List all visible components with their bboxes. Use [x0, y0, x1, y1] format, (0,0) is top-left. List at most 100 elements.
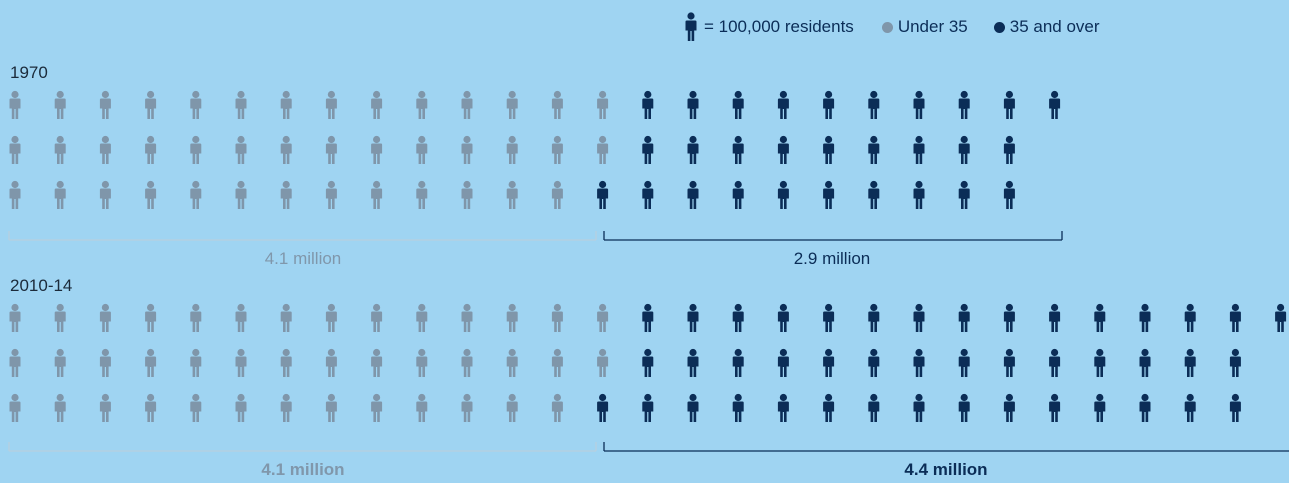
person-icon-2010-14-under-35 — [371, 393, 383, 422]
person-icon-1970-under-35 — [506, 180, 518, 209]
person-icon-2010-14-under-35 — [280, 393, 292, 422]
person-icon-1970-under-35 — [461, 180, 473, 209]
person-icon-2010-14-over-35 — [823, 393, 835, 422]
person-icon-1970-under-35 — [416, 90, 428, 119]
person-icon-1970-over-35 — [868, 135, 880, 164]
person-icon-1970-over-35 — [1003, 135, 1015, 164]
person-icon-2010-14-over-35 — [1049, 393, 1061, 422]
person-icon-2010-14-over-35 — [1094, 348, 1106, 377]
person-icon-1970-under-35 — [190, 135, 202, 164]
person-icon-2010-14-under-35 — [461, 348, 473, 377]
person-icon-2010-14-over-35 — [958, 393, 970, 422]
person-icon-2010-14-under-35 — [145, 348, 157, 377]
person-icon-1970-over-35 — [958, 135, 970, 164]
group-2010-14-under-35-total: 4.1 million — [261, 460, 345, 479]
person-icon-1970-under-35 — [551, 180, 563, 209]
person-icon-1970-under-35 — [371, 180, 383, 209]
person-icon-1970-under-35 — [280, 90, 292, 119]
person-icon-1970-under-35 — [280, 135, 292, 164]
person-icon-1970-over-35 — [732, 135, 744, 164]
person-icon-1970-under-35 — [235, 135, 247, 164]
person-icon-2010-14-under-35 — [235, 303, 247, 332]
person-icon-1970-under-35 — [235, 180, 247, 209]
person-icon-2010-14-under-35 — [280, 303, 292, 332]
person-icon-2010-14-over-35 — [913, 393, 925, 422]
person-icon-2010-14-over-35 — [958, 303, 970, 332]
person-icon-1970-over-35 — [823, 90, 835, 119]
person-icon-2010-14-under-35 — [9, 303, 21, 332]
person-icon-1970-over-35 — [642, 180, 654, 209]
person-icon-1970-over-35 — [1003, 180, 1015, 209]
person-icon-2010-14-under-35 — [190, 303, 202, 332]
group-1970-under-35-total: 4.1 million — [264, 249, 342, 268]
person-icon-2010-14-under-35 — [54, 303, 66, 332]
person-icon-1970-under-35 — [461, 135, 473, 164]
person-icon-2010-14-over-35 — [1139, 303, 1151, 332]
person-icon-2010-14-over-35 — [1003, 393, 1015, 422]
person-icon-1970-under-35 — [99, 180, 111, 209]
person-icon-2010-14-under-35 — [551, 303, 563, 332]
person-icon-2010-14-over-35 — [777, 348, 789, 377]
person-icon-2010-14-over-35 — [732, 348, 744, 377]
person-icon-1970-under-35 — [416, 135, 428, 164]
person-icon-2010-14-under-35 — [371, 303, 383, 332]
person-icon-1970-over-35 — [823, 135, 835, 164]
person-icon-1970-under-35 — [280, 180, 292, 209]
person-icon-2010-14-over-35 — [1275, 303, 1287, 332]
person-icon-2010-14-under-35 — [506, 303, 518, 332]
person-icon-1970-under-35 — [597, 90, 609, 119]
person-icon-2010-14-under-35 — [325, 303, 337, 332]
person-icon-1970-under-35 — [190, 90, 202, 119]
person-icon-2010-14-under-35 — [99, 303, 111, 332]
person-icon-1970-over-35 — [687, 135, 699, 164]
person-icon-1970-over-35 — [913, 90, 925, 119]
person-icon-2010-14-under-35 — [461, 393, 473, 422]
person-icon-1970-under-35 — [506, 135, 518, 164]
person-icon-2010-14-under-35 — [551, 393, 563, 422]
person-icon-2010-14-under-35 — [235, 348, 247, 377]
person-icon-2010-14-over-35 — [913, 348, 925, 377]
person-icon-2010-14-over-35 — [823, 348, 835, 377]
person-icon-2010-14-under-35 — [9, 393, 21, 422]
person-icon-1970-under-35 — [416, 180, 428, 209]
person-icon-1970-under-35 — [54, 90, 66, 119]
person-icon-2010-14-over-35 — [642, 348, 654, 377]
person-icon-2010-14-under-35 — [9, 348, 21, 377]
person-icon-2010-14-over-35 — [1094, 303, 1106, 332]
person-icon-1970-under-35 — [145, 135, 157, 164]
legend-over-35-dot — [993, 21, 1005, 33]
person-icon-1970-under-35 — [371, 90, 383, 119]
person-icon-1970-under-35 — [145, 180, 157, 209]
person-icon-2010-14-under-35 — [597, 348, 609, 377]
person-icon-2010-14-under-35 — [551, 348, 563, 377]
person-icon-2010-14-under-35 — [461, 303, 473, 332]
person-icon-2010-14-over-35 — [1184, 303, 1196, 332]
person-icon-2010-14-under-35 — [416, 393, 428, 422]
person-icon-2010-14-over-35 — [687, 348, 699, 377]
person-icon-2010-14-over-35 — [1139, 393, 1151, 422]
person-icon-2010-14-over-35 — [1139, 348, 1151, 377]
person-icon-1970-under-35 — [99, 90, 111, 119]
person-icon-1970-under-35 — [371, 135, 383, 164]
person-icon-1970-over-35 — [958, 90, 970, 119]
group-label-2010-14: 2010-14 — [10, 276, 73, 295]
person-icon-1970-under-35 — [9, 180, 21, 209]
person-icon-2010-14-over-35 — [1184, 348, 1196, 377]
person-icon-2010-14-over-35 — [687, 393, 699, 422]
person-icon-2010-14-under-35 — [99, 348, 111, 377]
person-icon-2010-14-over-35 — [1003, 303, 1015, 332]
person-icon-1970-over-35 — [913, 135, 925, 164]
legend-under-35-dot — [881, 21, 893, 33]
person-icon — [685, 12, 697, 41]
person-icon-2010-14-over-35 — [777, 303, 789, 332]
person-icon-2010-14-over-35 — [1229, 348, 1241, 377]
person-icon-1970-over-35 — [687, 180, 699, 209]
person-icon-2010-14-under-35 — [416, 303, 428, 332]
person-icon-2010-14-over-35 — [1229, 393, 1241, 422]
person-icon-1970-over-35 — [823, 180, 835, 209]
person-icon-1970-over-35 — [868, 90, 880, 119]
person-icon-2010-14-under-35 — [325, 393, 337, 422]
person-icon-2010-14-under-35 — [325, 348, 337, 377]
legend-over-35-label: 35 and over — [1009, 17, 1100, 36]
